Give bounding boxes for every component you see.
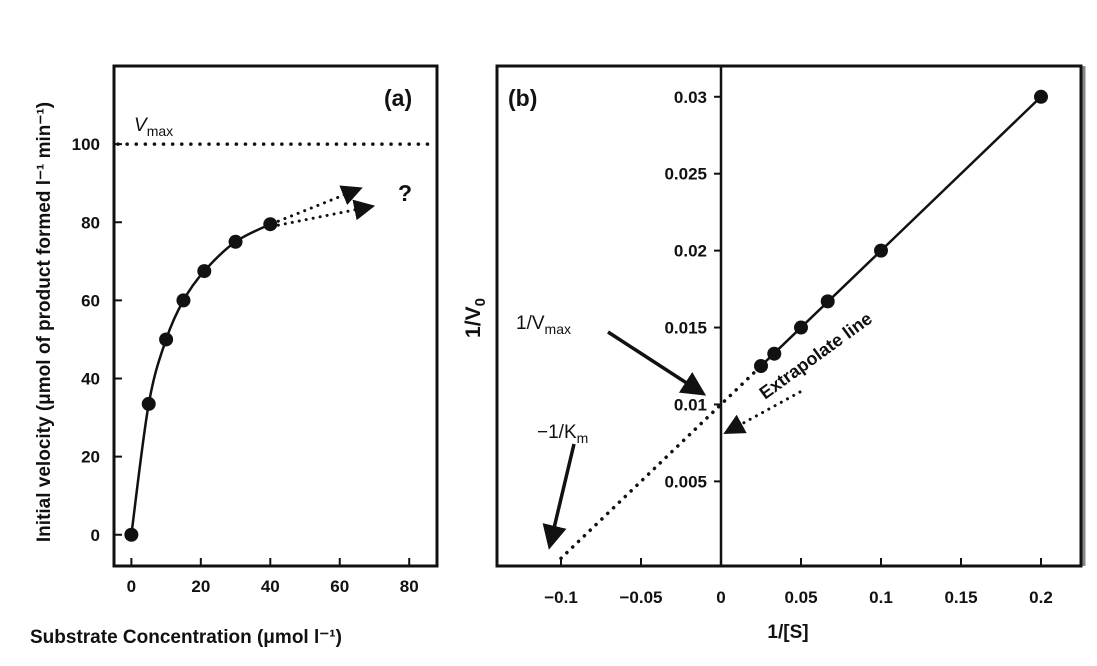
panel-b-data-point [754, 359, 768, 373]
panel-a-ticks: 0 20 40 60 80 0 20 40 60 80 100 [72, 135, 419, 596]
panel-b-data-point [794, 320, 808, 335]
extrapolation-arrow-upper [276, 185, 363, 223]
panel-a-data-point [141, 396, 156, 411]
panel-a-points [124, 217, 278, 542]
panel-a-data-point [159, 332, 174, 347]
panel-b-label: (b) [508, 85, 537, 111]
panel-b-x-axis-title: 1/[S] [767, 622, 808, 643]
panel-a-data-point [176, 293, 191, 308]
panel-b-data-point [874, 243, 888, 258]
question-mark: ? [398, 180, 412, 206]
panel-a-y-tick-label: 20 [81, 448, 100, 467]
panel-a-y-tick-label: 60 [81, 291, 100, 310]
panel-b-x-tick-label: −0.1 [544, 588, 578, 607]
panel-b-y-axis-title: 1/V0 [462, 298, 489, 338]
panel-a-x-tick-label: 40 [261, 577, 280, 596]
panel-b-x-tick-label: −0.05 [619, 588, 662, 607]
panel-a-data-point [124, 527, 139, 542]
panel-b: −0.1 −0.05 0 0.05 0.1 0.15 0.2 0.005 0.01 0.015 0.… [462, 64, 1086, 643]
panel-b-y-tick-label: 0.02 [674, 242, 707, 261]
vmax-intercept-label: 1/Vmax [516, 313, 571, 337]
panel-b-data-point [767, 346, 782, 361]
panel-b-ticks: −0.1 −0.05 0 0.05 0.1 0.15 0.2 0.005 0.01 0.015 0.… [544, 88, 1053, 607]
panel-b-y-tick-label: 0.005 [664, 472, 707, 491]
panel-a-y-tick-label: 100 [72, 135, 100, 154]
extrapolate-line-arrow [723, 390, 802, 435]
panel-a-y-tick-label: 0 [91, 526, 100, 545]
extrapolation-dotted-line [559, 364, 763, 561]
panel-b-x-tick-label: 0 [716, 588, 725, 607]
panel-a-y-tick-label: 80 [81, 213, 100, 232]
panel-a: 0 20 40 60 80 0 20 40 60 80 100 Vmax ? (a) Substra… [30, 64, 439, 648]
panel-a-x-tick-label: 60 [330, 577, 349, 596]
panel-b-x-tick-label: 0.15 [944, 588, 977, 607]
extrapolation-arrow-lower [276, 199, 376, 227]
panel-b-data-point [820, 294, 835, 309]
km-intercept-arrow [542, 443, 576, 550]
panel-a-x-axis-title: Substrate Concentration (μmol l⁻¹) [30, 627, 342, 648]
panel-b-y-tick-label: 0.025 [664, 165, 707, 184]
panel-b-points [754, 89, 1048, 373]
panel-b-y-tick-label: 0.015 [664, 319, 707, 338]
panel-a-data-point [197, 264, 212, 279]
panel-a-label: (a) [384, 85, 412, 111]
lineweaver-burk-line [760, 95, 1042, 367]
panel-a-x-tick-label: 80 [400, 577, 419, 596]
panel-b-frame [495, 64, 1083, 568]
panel-a-frame [112, 64, 439, 568]
panel-b-x-tick-label: 0.1 [869, 588, 893, 607]
panel-b-x-tick-label: 0.2 [1029, 588, 1053, 607]
vmax-label: Vmax [134, 115, 173, 139]
panel-a-x-tick-label: 20 [191, 577, 210, 596]
vmax-intercept-arrow [607, 330, 707, 396]
panel-b-y-tick-label: 0.01 [674, 395, 707, 414]
panel-b-data-point [1034, 89, 1048, 104]
panel-a-data-point [263, 217, 278, 232]
panel-a-x-tick-label: 0 [127, 577, 136, 596]
panel-a-y-axis-title: Initial velocity (μmol of product formed… [34, 102, 55, 542]
panel-a-y-tick-label: 40 [81, 370, 100, 389]
panel-b-y-tick-label: 0.03 [674, 88, 707, 107]
km-intercept-label: −1/Km [537, 422, 588, 446]
panel-a-data-point [228, 234, 243, 249]
panel-b-x-tick-label: 0.05 [784, 588, 817, 607]
